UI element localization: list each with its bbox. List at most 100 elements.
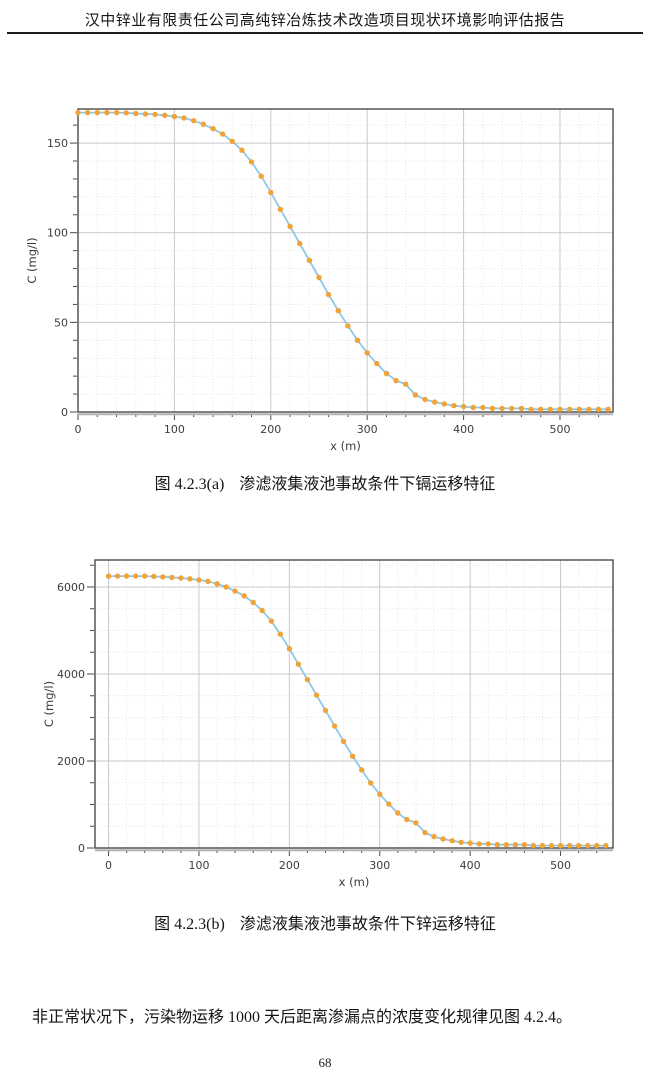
- data-point-marker: [354, 337, 361, 343]
- data-point-marker: [528, 406, 534, 412]
- data-point-marker: [229, 138, 235, 144]
- data-point-marker: [152, 111, 158, 118]
- data-point-marker: [576, 406, 582, 412]
- data-point-marker: [431, 833, 437, 840]
- data-point-marker: [325, 291, 332, 298]
- data-point-marker: [566, 406, 573, 412]
- data-point-marker: [393, 377, 399, 384]
- data-point-marker: [200, 121, 206, 127]
- data-point-marker: [105, 573, 112, 579]
- body-paragraph: 非正常状况下，污染物运移 1000 天后距离渗漏点的浓度变化规律见图 4.2.4…: [32, 1009, 573, 1026]
- data-point-marker: [316, 274, 322, 281]
- figure-b-caption: 图 4.2.3(b) 渗滤液集液池事故条件下锌运移特征: [0, 910, 650, 934]
- data-point-marker: [422, 829, 428, 836]
- cadmium-transport-chart: 0 100 200 300 400 500 0 50 100 150 x (m) C (mg/l): [25, 108, 614, 453]
- figure-a-caption-text: 渗滤液集液池事故条件下镉运移特征: [239, 476, 496, 493]
- data-point-marker: [460, 403, 467, 410]
- data-point-marker: [210, 126, 216, 132]
- data-point-marker: [232, 588, 238, 594]
- data-point-marker: [403, 381, 409, 387]
- data-point-marker: [432, 399, 438, 405]
- data-point-marker: [539, 842, 546, 849]
- data-point-marker: [123, 573, 130, 579]
- data-point-marker: [586, 406, 592, 412]
- data-point-marker: [287, 223, 293, 230]
- data-point-marker: [374, 360, 380, 367]
- data-point-marker: [494, 842, 500, 848]
- data-point-marker: [340, 738, 347, 745]
- data-point-marker: [205, 578, 211, 585]
- data-point-marker: [440, 836, 446, 842]
- data-point-marker: [178, 575, 184, 581]
- data-point-marker: [258, 173, 264, 179]
- y-tick-label: 0: [78, 842, 85, 855]
- data-point-marker: [566, 842, 573, 849]
- data-point-marker: [268, 189, 274, 196]
- data-point-marker: [512, 842, 519, 848]
- x-axis-label: x (m): [339, 875, 370, 889]
- data-point-marker: [171, 113, 178, 120]
- data-point-marker: [557, 406, 563, 412]
- data-point-marker: [160, 574, 166, 580]
- figure-a-caption: 图 4.2.3(a) 渗滤液集液池事故条件下镉运移特征: [0, 470, 650, 494]
- data-point-marker: [219, 131, 226, 137]
- data-point-marker: [250, 599, 256, 606]
- data-point-marker: [538, 406, 544, 412]
- data-point-marker: [485, 841, 491, 847]
- data-point-marker: [594, 842, 600, 849]
- x-tick-label: 500: [549, 423, 570, 436]
- x-tick-label: 400: [453, 423, 474, 436]
- y-tick-label: 2000: [57, 755, 85, 768]
- data-point-marker: [548, 842, 555, 849]
- data-point-marker: [368, 780, 374, 786]
- data-point-marker: [489, 405, 496, 412]
- data-point-marker: [458, 839, 464, 845]
- data-point-marker: [239, 147, 245, 153]
- data-point-marker: [214, 581, 220, 587]
- data-point-marker: [335, 308, 341, 314]
- y-tick-label: 100: [47, 227, 68, 240]
- data-point-marker: [286, 646, 293, 652]
- data-point-marker: [386, 801, 392, 807]
- data-point-marker: [395, 810, 401, 816]
- data-point-marker: [187, 576, 193, 582]
- data-point-marker: [322, 707, 329, 714]
- plot-border: [94, 559, 614, 849]
- data-point-marker: [349, 753, 356, 759]
- data-point-marker: [585, 842, 591, 849]
- data-point-marker: [331, 723, 338, 729]
- data-point-marker: [509, 405, 515, 412]
- x-tick-label: 300: [357, 423, 378, 436]
- data-point-marker: [304, 676, 311, 683]
- data-point-marker: [364, 350, 370, 356]
- data-point-marker: [113, 109, 120, 116]
- data-point-marker: [133, 110, 139, 117]
- data-point-marker: [94, 109, 101, 116]
- data-point-marker: [547, 406, 553, 412]
- data-point-marker: [413, 820, 419, 826]
- data-point-marker: [575, 842, 582, 849]
- data-point-marker: [518, 405, 525, 412]
- x-tick-label: 300: [369, 859, 390, 872]
- y-tick-label: 0: [61, 406, 68, 419]
- data-point-marker: [123, 110, 129, 116]
- data-point-marker: [345, 323, 351, 329]
- x-axis-label: x (m): [330, 439, 361, 453]
- data-point-marker: [404, 816, 410, 823]
- data-point-marker: [297, 240, 303, 247]
- data-point-marker: [441, 401, 447, 407]
- page-header-title: 汉中锌业有限责任公司高纯锌冶炼技术改造项目现状环境影响评估报告: [84, 13, 566, 29]
- concentration-curve: [108, 575, 606, 847]
- data-point-marker: [467, 840, 473, 846]
- data-point-marker: [476, 841, 482, 847]
- data-point-marker: [248, 159, 255, 165]
- data-point-marker: [422, 396, 428, 403]
- data-point-marker: [306, 257, 313, 264]
- data-point-marker: [277, 631, 283, 637]
- data-point-marker: [603, 842, 609, 849]
- data-point-marker: [181, 115, 187, 121]
- data-point-marker: [480, 404, 486, 411]
- data-point-marker: [412, 392, 419, 398]
- data-point-marker: [530, 842, 537, 849]
